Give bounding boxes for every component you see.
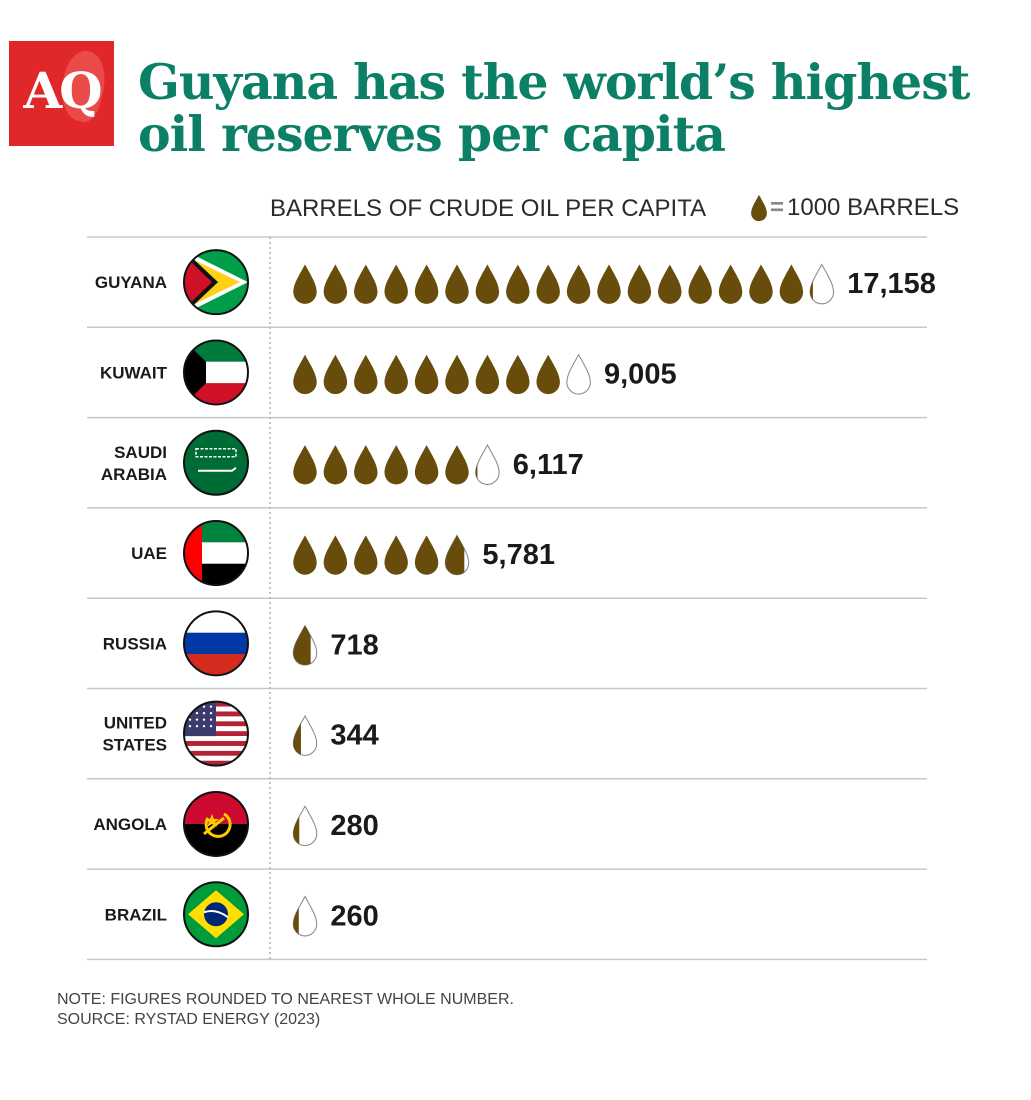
country-label: ANGOLA <box>93 815 167 834</box>
russia-flag-icon <box>183 610 249 677</box>
oil-drop <box>445 445 469 485</box>
oil-drop <box>688 264 712 304</box>
oil-drop <box>414 445 439 485</box>
footnote-source: SOURCE: RYSTAD ENERGY (2023) <box>57 1011 321 1028</box>
oil-drop <box>384 264 408 304</box>
value-label: 17,158 <box>847 268 936 300</box>
oil-drop-icon <box>751 194 767 222</box>
chart-row: GUYANA 17,158 <box>95 249 936 316</box>
value-label: 280 <box>330 810 378 842</box>
oil-drop <box>779 264 804 304</box>
country-label: KUWAIT <box>100 363 168 382</box>
oil-drop <box>445 264 469 304</box>
oil-drop <box>293 445 317 485</box>
chart-row: KUWAIT 9,005 <box>100 339 677 406</box>
country-label: UAE <box>131 544 167 563</box>
country-label: SAUDI <box>114 443 167 462</box>
oil-drop <box>658 264 682 304</box>
oil-drop <box>354 264 378 304</box>
oil-drop-partial <box>292 805 318 847</box>
uae-flag-icon <box>183 520 249 587</box>
united-states-flag-icon <box>183 700 249 767</box>
oil-drop <box>323 354 348 395</box>
oil-drop-partial <box>809 263 835 305</box>
legend: = 1000 BARRELS <box>750 194 959 222</box>
oil-drop <box>354 445 378 485</box>
oil-drop-partial <box>292 895 318 937</box>
oil-drop-partial <box>444 534 470 576</box>
oil-drop <box>536 264 560 304</box>
oil-drop <box>506 264 530 304</box>
oil-drop <box>475 264 500 304</box>
guyana-flag-icon <box>183 249 249 316</box>
footnote: NOTE: FIGURES ROUNDED TO NEAREST WHOLE N… <box>57 990 514 1030</box>
footnote-note: NOTE: FIGURES ROUNDED TO NEAREST WHOLE N… <box>57 991 514 1008</box>
oil-drop-partial <box>292 624 318 666</box>
oil-drop <box>506 354 530 395</box>
oil-drop <box>323 264 348 304</box>
oil-drop <box>597 264 621 304</box>
country-label: GUYANA <box>95 273 167 292</box>
chart-row: SAUDI ARABIA 6,117 <box>101 429 584 496</box>
oil-drop <box>414 354 439 395</box>
oil-drop <box>414 535 439 575</box>
saudi-arabia-flag-icon <box>183 429 249 496</box>
oil-drop <box>384 535 408 575</box>
chart-row: UNITED STATES 344 <box>102 700 379 767</box>
oil-drop <box>293 264 317 304</box>
chart-row: ANGOLA 280 <box>93 790 379 857</box>
value-label: 6,117 <box>513 449 584 481</box>
value-label: 9,005 <box>604 358 677 390</box>
value-label: 718 <box>330 629 378 661</box>
oil-drop <box>718 264 743 304</box>
chart-title: Guyana has the world’s highest oil reser… <box>138 53 970 163</box>
unit-label: BARRELS OF CRUDE OIL PER CAPITA <box>270 195 707 222</box>
oil-drop <box>384 445 408 485</box>
chart-row: UAE 5,781 <box>131 520 555 587</box>
aq-logo: AQ <box>9 41 114 146</box>
oil-drop-partial <box>475 443 500 485</box>
oil-drop-partial <box>566 353 591 395</box>
oil-drop <box>384 354 408 395</box>
country-label: STATES <box>102 736 167 755</box>
country-label: BRAZIL <box>105 905 167 924</box>
legend-text: 1000 BARRELS <box>787 194 960 221</box>
oil-drop <box>293 354 317 395</box>
country-label: RUSSIA <box>103 634 167 653</box>
oil-drop <box>566 264 591 304</box>
kuwait-flag-icon <box>183 339 249 406</box>
oil-drop <box>323 535 348 575</box>
oil-drop <box>475 354 500 395</box>
value-label: 260 <box>330 900 378 932</box>
oil-drop <box>323 445 348 485</box>
logo-text: AQ <box>23 61 102 120</box>
oil-drop <box>445 354 469 395</box>
oil-drop <box>354 354 378 395</box>
oil-drop <box>354 535 378 575</box>
chart-row: BRAZIL 260 <box>105 881 379 948</box>
oil-drop <box>414 264 439 304</box>
angola-flag-icon <box>183 790 249 857</box>
value-label: 344 <box>330 720 378 752</box>
country-label: ARABIA <box>101 465 167 484</box>
oil-drop <box>536 354 560 395</box>
chart-row: RUSSIA 718 <box>103 610 379 677</box>
country-label: UNITED <box>104 714 167 733</box>
oil-drop <box>749 264 773 304</box>
brazil-flag-icon <box>183 881 249 948</box>
value-label: 5,781 <box>482 539 555 571</box>
oil-drop <box>627 264 652 304</box>
oil-drop-partial <box>292 714 318 756</box>
oil-drop <box>293 535 317 575</box>
legend-equals: = <box>770 194 785 221</box>
